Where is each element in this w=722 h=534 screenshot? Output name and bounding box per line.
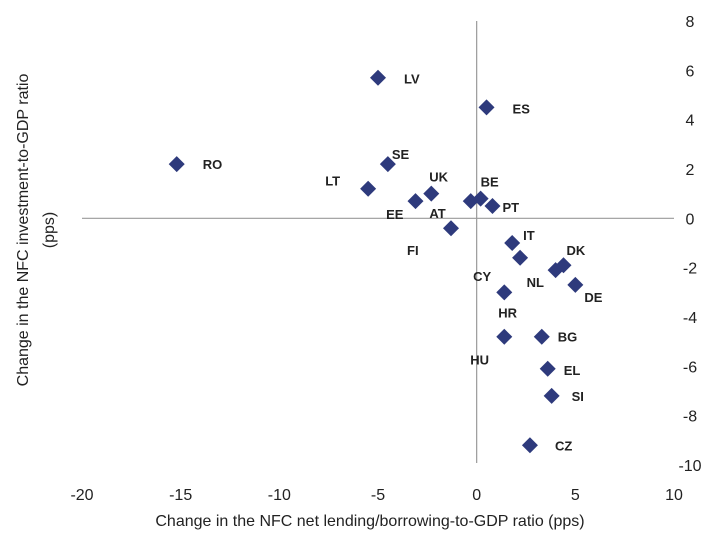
point-label-dk: DK — [566, 243, 585, 258]
x-tick-labels: -20 -15 -10 -5 0 5 10 — [70, 487, 683, 504]
point-marker-hu — [496, 328, 513, 345]
x-tick-label: -20 — [70, 487, 93, 504]
y-tick-labels: 8 6 4 2 0 -2 -4 -6 -8 -10 — [678, 14, 701, 475]
point-marker-cz — [521, 437, 538, 454]
point-label-ro: RO — [203, 157, 223, 172]
point-marker-cy — [512, 249, 529, 266]
x-tick-label: 10 — [665, 487, 683, 504]
y-axis-title: Change in the NFC investment-to-GDP rati… — [15, 74, 58, 387]
y-tick-label: -10 — [678, 458, 701, 475]
point-marker-lt — [360, 180, 377, 197]
point-label-fi: FI — [407, 243, 419, 258]
point-marker-si — [543, 387, 560, 404]
axes — [82, 21, 674, 463]
point-label-se: SE — [392, 147, 410, 162]
y-tick-label: -8 — [683, 409, 697, 426]
point-label-it: IT — [523, 228, 535, 243]
y-tick-label: 6 — [686, 63, 695, 80]
point-marker-lv — [370, 69, 386, 86]
point-label-nl: NL — [527, 275, 544, 290]
point-marker-de — [567, 276, 584, 293]
point-label-cy: CY — [473, 269, 491, 284]
point-marker-pt — [484, 198, 501, 214]
point-label-es: ES — [513, 101, 531, 116]
point-marker-fi — [443, 220, 460, 237]
y-tick-label: 4 — [686, 113, 695, 130]
point-marker-be — [472, 190, 489, 207]
point-marker-nl — [547, 262, 564, 279]
point-label-hr: HR — [498, 305, 517, 320]
y-tick-label: -4 — [683, 310, 697, 327]
point-marker-se — [379, 156, 396, 173]
point-marker-ee — [407, 193, 424, 210]
point-marker-it — [504, 235, 521, 251]
point-label-at: AT — [429, 206, 445, 221]
point-marker-ro — [168, 156, 185, 173]
point-label-hu: HU — [470, 353, 489, 368]
point-marker-hr — [496, 284, 513, 301]
point-label-pt: PT — [502, 200, 519, 215]
point-label-de: DE — [584, 290, 602, 305]
point-marker-bg — [533, 328, 550, 345]
point-label-be: BE — [481, 175, 499, 190]
x-tick-label: 0 — [472, 487, 481, 504]
point-label-si: SI — [572, 389, 584, 404]
point-label-lt: LT — [325, 174, 340, 189]
point-label-cz: CZ — [555, 438, 572, 453]
point-marker-el — [539, 360, 556, 377]
y-tick-label: 8 — [686, 14, 695, 31]
point-label-bg: BG — [558, 330, 578, 345]
y-tick-label: 2 — [686, 162, 695, 179]
x-tick-label: -10 — [268, 487, 291, 504]
x-tick-label: -15 — [169, 487, 192, 504]
point-marker-es — [478, 99, 495, 116]
point-label-uk: UK — [429, 170, 448, 185]
point-label-ee: EE — [386, 207, 404, 222]
point-label-el: EL — [564, 363, 581, 378]
y-tick-label: -6 — [683, 359, 697, 376]
point-label-lv: LV — [404, 72, 420, 87]
y-tick-label: -2 — [683, 261, 697, 278]
y-axis-title-line2: (pps) — [41, 212, 58, 248]
x-axis-title: Change in the NFC net lending/borrowing-… — [155, 513, 584, 530]
y-tick-label: 0 — [686, 211, 695, 228]
x-tick-label: -5 — [371, 487, 385, 504]
point-marker-uk — [423, 185, 440, 202]
y-axis-title-line1: Change in the NFC investment-to-GDP rati… — [15, 74, 32, 387]
x-tick-label: 5 — [571, 487, 580, 504]
